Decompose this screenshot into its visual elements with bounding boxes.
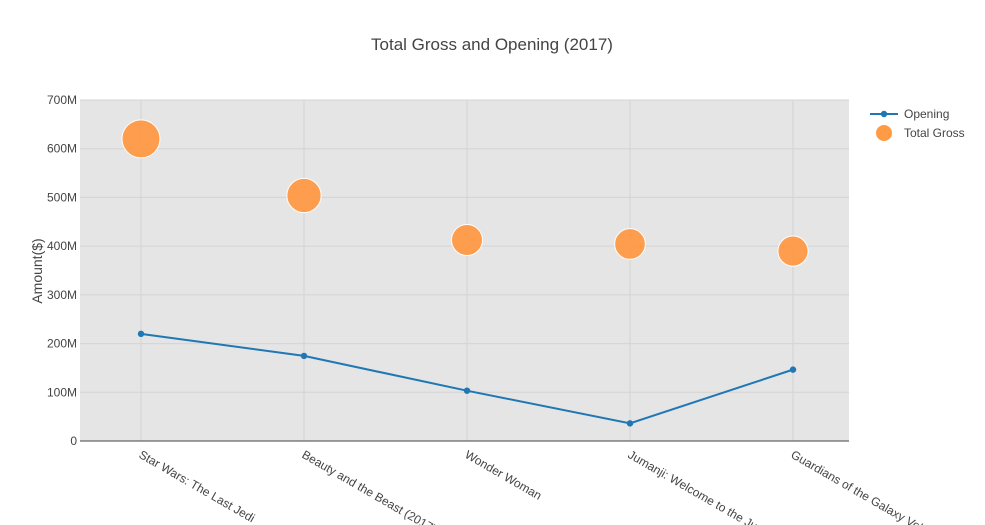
y-axis-label: Amount($) <box>29 238 45 303</box>
legend-item-total-gross[interactable]: Total Gross <box>876 125 965 141</box>
x-tick-label: Star Wars: The Last Jedi <box>137 447 258 525</box>
legend: Opening Total Gross <box>870 107 965 141</box>
y-tick-label: 0 <box>70 434 77 448</box>
opening-point[interactable] <box>789 366 797 373</box>
total-gross-bubble[interactable] <box>777 235 809 267</box>
x-tick-label: Wonder Woman <box>463 447 545 502</box>
opening-point[interactable] <box>626 420 634 427</box>
y-tick-label: 200M <box>47 337 77 351</box>
opening-point[interactable] <box>137 330 145 338</box>
y-tick-label: 700M <box>47 93 77 107</box>
opening-point[interactable] <box>300 352 308 360</box>
series-layer <box>121 119 809 427</box>
legend-label-opening: Opening <box>904 107 949 121</box>
total-gross-bubble[interactable] <box>614 228 646 260</box>
x-tick-labels: Star Wars: The Last Jedi Beauty and the B… <box>137 447 937 525</box>
y-tick-labels: 0 100M 200M 300M 400M 500M 600M 700M <box>47 93 77 448</box>
legend-item-opening[interactable]: Opening <box>870 107 949 121</box>
legend-total-gross-bubble-icon <box>876 125 892 141</box>
y-tick-label: 500M <box>47 190 77 204</box>
y-tick-label: 600M <box>47 142 77 156</box>
x-tick-label: Beauty and the Beast (2017) <box>300 447 439 525</box>
x-tick-label: Guardians of the Galaxy Vol. 2 <box>789 447 937 525</box>
x-tick-label: Jumanji: Welcome to the Jungle <box>626 447 780 525</box>
total-gross-bubble[interactable] <box>451 224 483 257</box>
legend-opening-marker-icon <box>880 110 888 118</box>
y-tick-label: 400M <box>47 239 77 253</box>
chart-title: Total Gross and Opening (2017) <box>371 35 613 54</box>
total-gross-bubble[interactable] <box>286 177 322 214</box>
plot-background <box>80 100 849 441</box>
total-gross-bubble[interactable] <box>121 119 161 159</box>
y-tick-label: 100M <box>47 385 77 399</box>
legend-label-total-gross: Total Gross <box>904 126 965 140</box>
opening-point[interactable] <box>463 387 471 394</box>
y-tick-label: 300M <box>47 288 77 302</box>
